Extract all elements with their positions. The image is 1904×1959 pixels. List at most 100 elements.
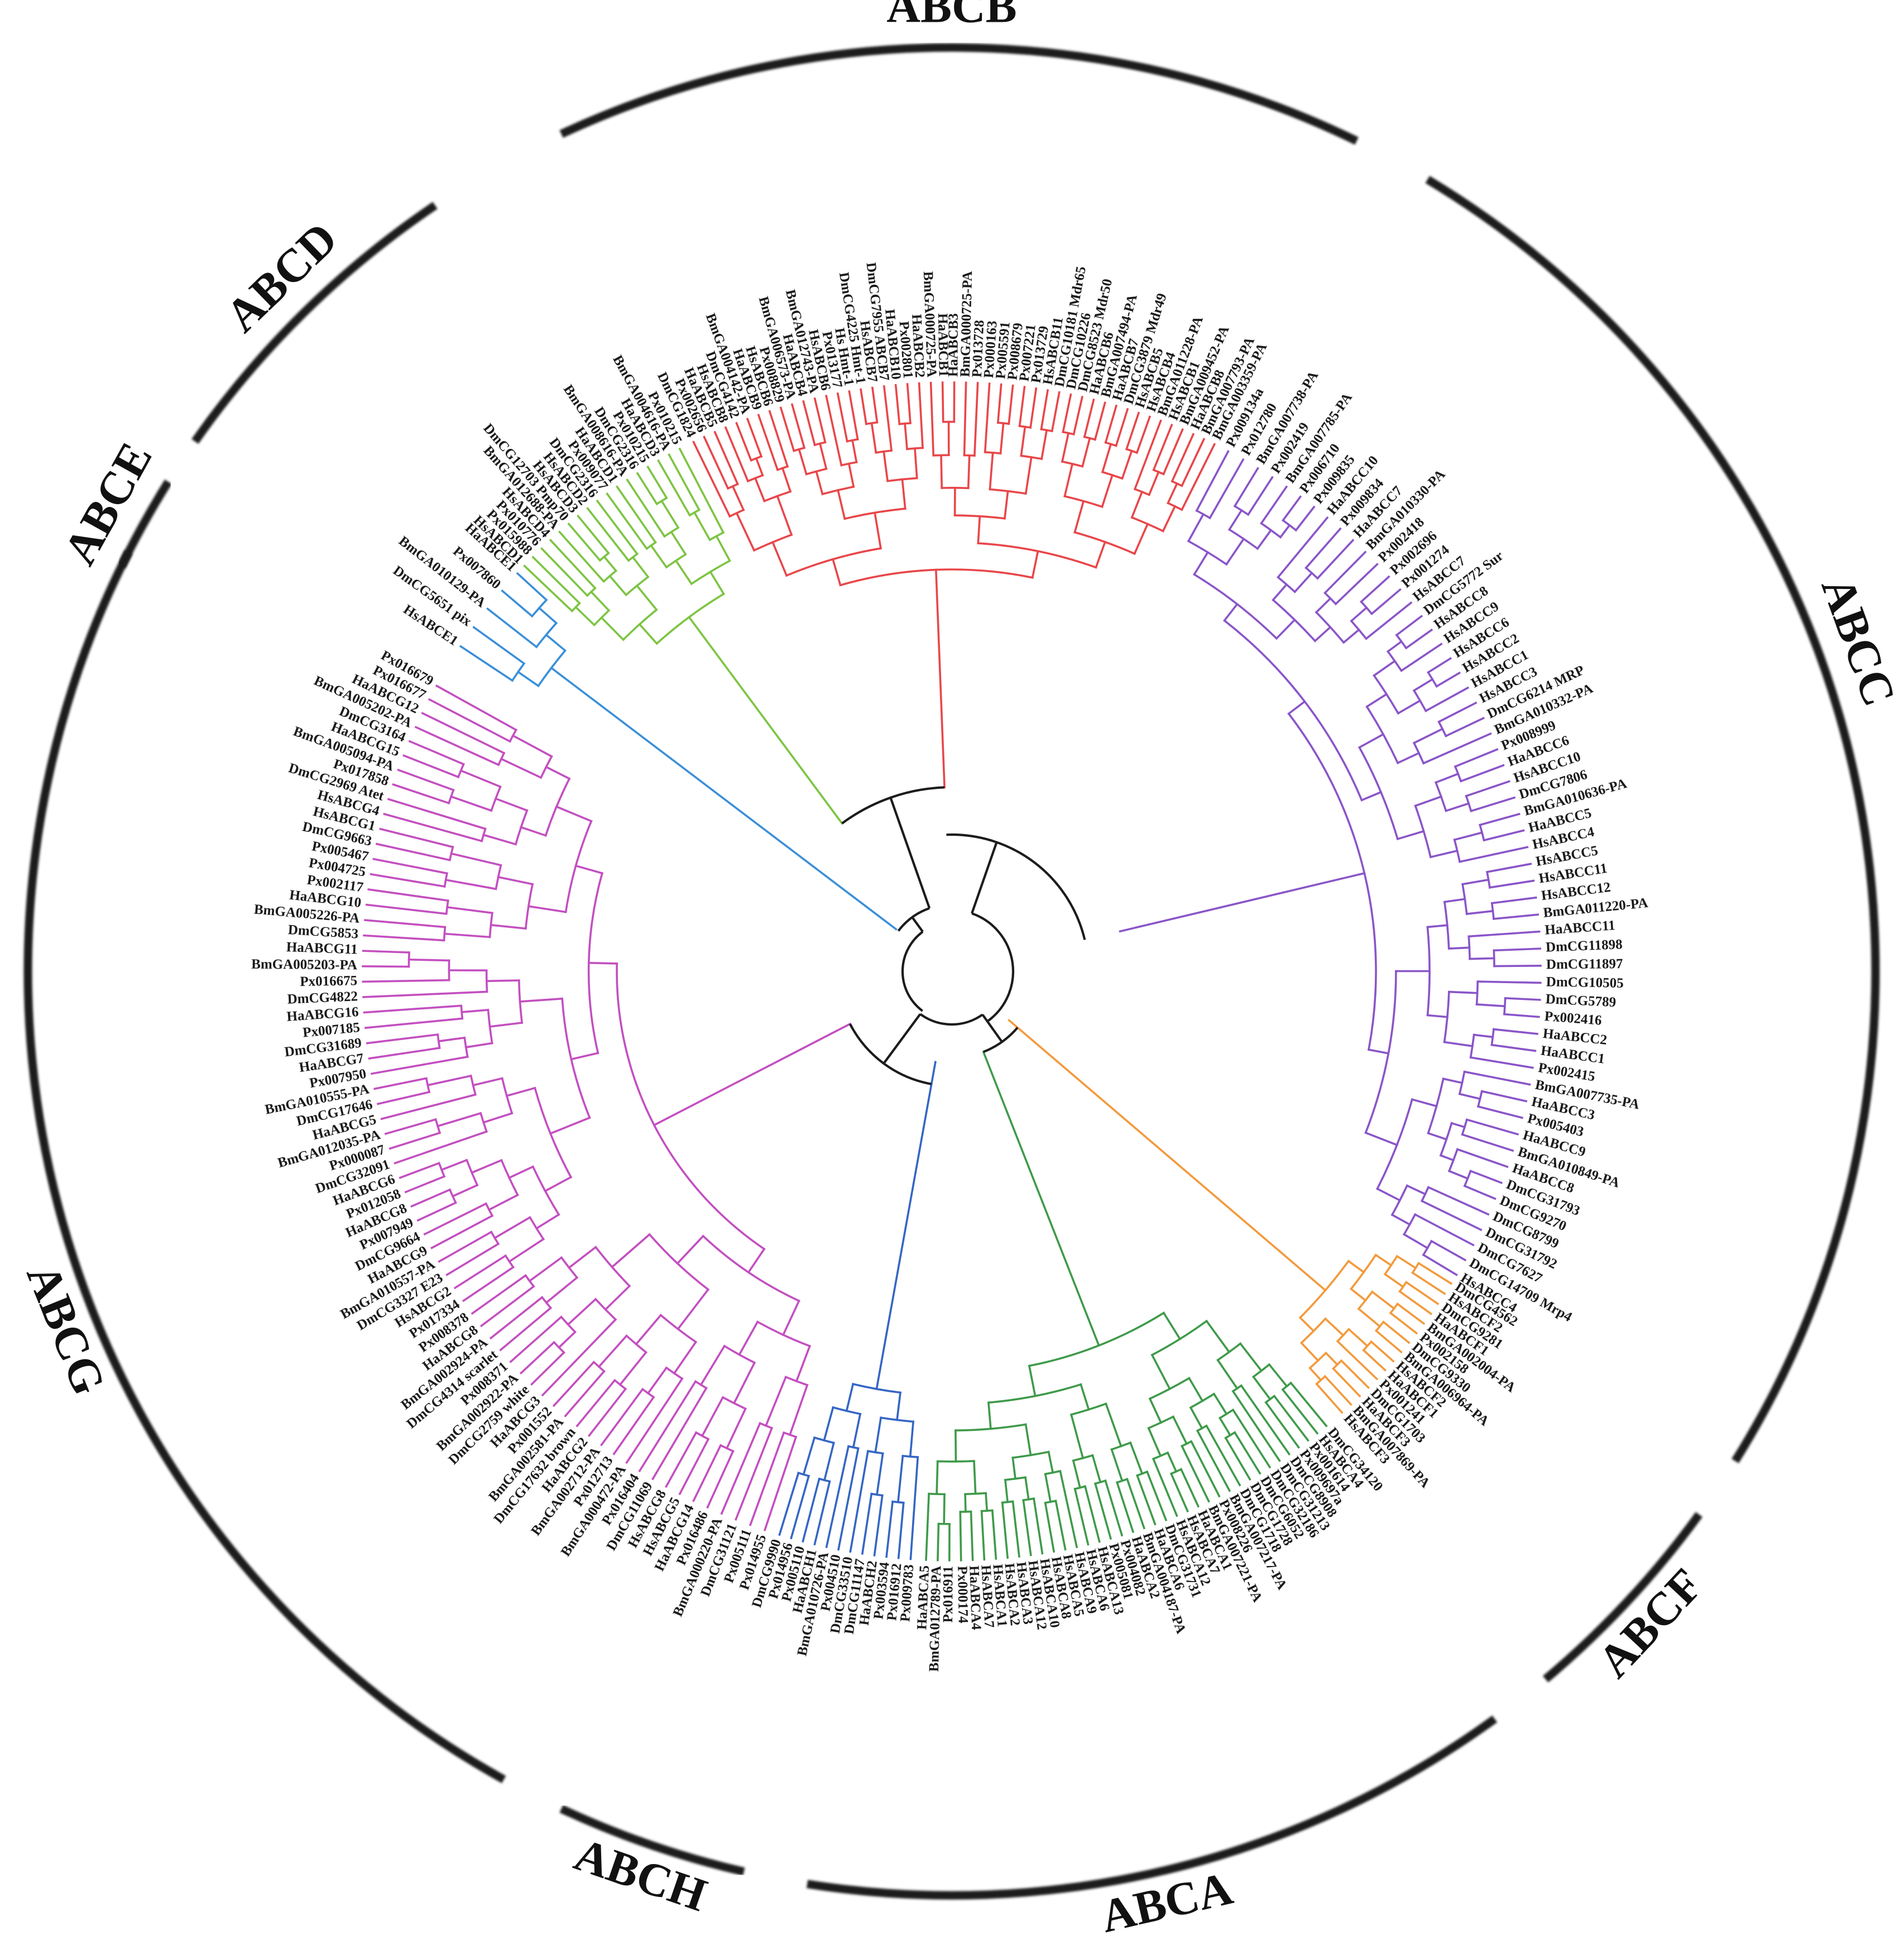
tree-branch xyxy=(612,1396,655,1455)
tree-branch xyxy=(1125,411,1140,451)
tree-branch xyxy=(1061,432,1070,463)
clade-stem xyxy=(550,666,898,931)
tree-branch xyxy=(847,462,855,488)
tree-branch xyxy=(404,1175,446,1194)
tree-branch xyxy=(1490,1043,1537,1052)
tree-branch xyxy=(706,1450,735,1509)
tree-branch xyxy=(1308,1366,1322,1382)
tree-branch xyxy=(1448,990,1479,994)
tree-branch xyxy=(973,382,979,457)
tree-branch xyxy=(1044,1473,1052,1503)
tree-branch xyxy=(549,539,597,590)
tree-branch xyxy=(790,403,806,449)
tree-branch xyxy=(635,1314,663,1346)
tree-branch xyxy=(380,1093,477,1120)
tree-branch xyxy=(545,765,571,780)
tree-branch xyxy=(1091,1454,1102,1484)
tree-branch xyxy=(802,1436,816,1476)
tree-branch xyxy=(1105,1402,1123,1448)
tree-branch xyxy=(1101,443,1112,473)
family-arc-abcb xyxy=(559,43,1359,145)
tree-branch xyxy=(1072,1459,1082,1489)
tree-branch xyxy=(1094,1482,1112,1540)
tree-branch xyxy=(929,381,935,457)
tree-branch xyxy=(1395,615,1423,637)
tree-branch xyxy=(587,1387,627,1437)
tree-branch xyxy=(677,1288,710,1331)
tree-branch xyxy=(1313,625,1332,643)
tree-branch xyxy=(1073,500,1085,534)
tree-branch xyxy=(490,923,527,930)
tree-branch xyxy=(459,769,502,788)
tree-branch xyxy=(1239,1342,1263,1372)
tree-branch xyxy=(389,1131,442,1150)
tree-branch xyxy=(544,633,567,652)
tree-branch xyxy=(471,1274,527,1315)
leaf-label: BmGA005203-PA xyxy=(251,957,357,973)
tree-branch xyxy=(383,812,483,842)
tree-branch xyxy=(520,826,547,837)
tree-branch xyxy=(1187,512,1205,543)
tree-branch xyxy=(1443,1041,1474,1047)
tree-branch xyxy=(426,1074,472,1086)
tree-branch xyxy=(557,1330,577,1349)
tree-branch xyxy=(414,726,500,767)
tree-branch xyxy=(1264,1401,1301,1449)
tree-branch xyxy=(545,1276,579,1304)
tree-branch xyxy=(699,1344,726,1386)
tree-branch xyxy=(980,1510,986,1561)
tree-branch xyxy=(1375,1187,1402,1202)
tree-branch xyxy=(535,1213,560,1230)
tree-branch xyxy=(494,797,529,812)
tree-branch xyxy=(852,1412,862,1449)
tree-branch xyxy=(897,1501,905,1559)
tree-branch xyxy=(813,1480,831,1546)
tree-branch xyxy=(482,834,517,846)
tree-branch xyxy=(610,1233,651,1269)
tree-branch xyxy=(364,1017,464,1029)
tree-branch xyxy=(373,1077,428,1090)
tree-branch xyxy=(1233,467,1259,508)
tree-branch xyxy=(734,1426,774,1521)
tree-branch xyxy=(1272,583,1288,602)
tree-branch xyxy=(1110,1448,1124,1482)
leaf-label: DmCG10505 xyxy=(1546,974,1624,991)
tree-branch xyxy=(836,392,848,443)
leaf-label: HaABCC11 xyxy=(1545,918,1616,937)
tree-branch xyxy=(462,1266,515,1302)
tree-branch xyxy=(505,1086,536,1098)
tree-branch xyxy=(538,606,558,625)
tree-branch xyxy=(1063,462,1074,498)
tree-branch xyxy=(1059,1469,1078,1549)
tree-branch xyxy=(1362,1348,1387,1372)
tree-branch xyxy=(472,626,526,665)
tree-branch xyxy=(883,450,889,482)
backbone-branch xyxy=(848,1023,932,1085)
tree-branch xyxy=(1463,1070,1531,1086)
tree-branch xyxy=(1028,1364,1037,1397)
tree-branch xyxy=(845,1382,855,1412)
tree-branch xyxy=(1340,1359,1370,1390)
tree-branch xyxy=(451,1184,479,1198)
leaf-label: Px000163 xyxy=(981,320,1000,379)
tree-branch xyxy=(1504,997,1541,1001)
tree-branch xyxy=(755,457,764,477)
tree-branch xyxy=(586,507,630,562)
tree-branch xyxy=(589,590,611,612)
tree-branch xyxy=(1465,909,1494,916)
tree-branch xyxy=(1008,384,1014,425)
tree-branch xyxy=(1224,1436,1251,1481)
tree-branch xyxy=(1412,678,1434,692)
tree-branch xyxy=(940,454,943,489)
tree-branch xyxy=(606,492,649,550)
tree-branch xyxy=(516,572,548,602)
leaf-label: HaABCA5 xyxy=(914,1565,932,1630)
tree-branch xyxy=(1503,1013,1540,1018)
tree-branch xyxy=(825,1445,850,1549)
tree-branch xyxy=(1486,863,1532,873)
tree-branch xyxy=(987,1401,992,1430)
tree-branch xyxy=(618,1350,648,1386)
tree-branch xyxy=(1193,550,1210,576)
